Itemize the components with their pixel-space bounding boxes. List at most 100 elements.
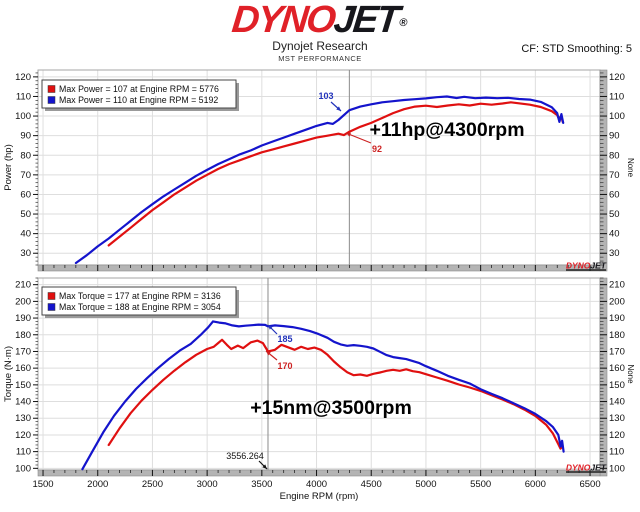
y-tick-label-right: 180 bbox=[609, 330, 625, 341]
x-tick-label: 4000 bbox=[306, 479, 327, 490]
x-tick-label: 6500 bbox=[579, 479, 600, 490]
x-tick-label: 2000 bbox=[87, 479, 108, 490]
y-tick-label-right: 30 bbox=[609, 248, 620, 259]
smoothing-setting: CF: STD Smoothing: 5 bbox=[521, 43, 632, 55]
y-tick-label-right: 190 bbox=[609, 313, 625, 324]
x-tick-label: 3000 bbox=[197, 479, 218, 490]
y-tick-label: 100 bbox=[15, 463, 31, 474]
legend-label: Max Power = 110 at Engine RPM = 5192 bbox=[59, 95, 218, 105]
x-tick-label: 3500 bbox=[251, 479, 272, 490]
y-tick-label: 150 bbox=[15, 380, 31, 391]
torque-legend-box[interactable] bbox=[41, 286, 237, 316]
research-title: Dynojet Research bbox=[272, 39, 368, 53]
y-tick-label-right: 50 bbox=[609, 209, 620, 220]
y-tick-label: 160 bbox=[15, 363, 31, 374]
annotation-callout: +15nm@3500rpm bbox=[250, 397, 412, 419]
blue-torque-curve bbox=[81, 320, 565, 471]
y-tick-label: 70 bbox=[20, 170, 31, 181]
y-tick-label-right: 100 bbox=[609, 111, 625, 122]
y-tick-label-right: 60 bbox=[609, 189, 620, 200]
y-tick-label: 190 bbox=[15, 313, 31, 324]
dynojet-watermark-logo: DYNOJET bbox=[566, 261, 607, 271]
x-tick-label: 4500 bbox=[361, 479, 382, 490]
y-tick-label-right: 200 bbox=[609, 296, 625, 307]
y-tick-label: 180 bbox=[15, 330, 31, 341]
y-tick-label: 50 bbox=[20, 209, 31, 220]
y-tick-label-right: 100 bbox=[609, 463, 625, 474]
y-tick-label: 130 bbox=[15, 413, 31, 424]
right-axis-band bbox=[599, 69, 608, 272]
y-tick-label-right: 210 bbox=[609, 280, 625, 291]
x-tick-label: 5000 bbox=[415, 479, 436, 490]
blue-power-curve bbox=[74, 95, 565, 265]
y-axis-title-right: None bbox=[626, 364, 635, 384]
annotation-arrow-head bbox=[346, 132, 351, 137]
y-tick-label-right: 90 bbox=[609, 131, 620, 142]
annotation-value: 92 bbox=[372, 144, 382, 154]
y-tick-label: 90 bbox=[20, 131, 31, 142]
x-tick-label: 5500 bbox=[470, 479, 491, 490]
y-tick-label: 30 bbox=[20, 248, 31, 259]
power-legend-box[interactable] bbox=[41, 79, 237, 109]
dynojet-logo: DYNOJET® bbox=[0, 0, 640, 41]
y-axis-title-right: None bbox=[626, 158, 635, 178]
y-tick-label: 110 bbox=[16, 91, 31, 102]
legend-swatch bbox=[47, 292, 56, 300]
y-tick-label: 60 bbox=[20, 189, 31, 200]
y-tick-label: 140 bbox=[15, 397, 31, 408]
y-axis-title: Torque (N·m) bbox=[3, 346, 14, 402]
annotation-value: 3556.264 bbox=[226, 451, 264, 461]
logo-jet-text: JET bbox=[331, 0, 400, 41]
legend-swatch bbox=[47, 96, 56, 104]
y-tick-label: 120 bbox=[15, 72, 31, 83]
y-tick-label-right: 130 bbox=[609, 413, 625, 424]
header: DYNOJET® Dynojet Research MST PERFORMANC… bbox=[0, 0, 640, 63]
y-tick-label-right: 150 bbox=[609, 380, 625, 391]
y-tick-label-right: 120 bbox=[609, 430, 625, 441]
annotation-value: 103 bbox=[318, 91, 333, 101]
y-tick-label-right: 160 bbox=[609, 363, 625, 374]
registered-mark: ® bbox=[398, 17, 409, 29]
x-tick-label: 2500 bbox=[142, 479, 163, 490]
red-torque-curve bbox=[107, 338, 564, 450]
operator-title: MST PERFORMANCE bbox=[278, 54, 362, 63]
right-axis-band bbox=[599, 277, 608, 477]
annotation-value: 170 bbox=[277, 361, 292, 371]
y-tick-label: 200 bbox=[15, 296, 31, 307]
annotation-value: 185 bbox=[277, 334, 292, 344]
annotation-arrow-head bbox=[336, 106, 341, 111]
red-power-curve bbox=[107, 101, 564, 247]
x-tick-label: 6000 bbox=[525, 479, 546, 490]
bottom-axis-band bbox=[37, 469, 601, 477]
legend-label: Max Torque = 177 at Engine RPM = 3136 bbox=[59, 291, 221, 301]
y-tick-label: 120 bbox=[15, 430, 31, 441]
annotation-arrow-head bbox=[262, 464, 267, 469]
annotation-arrow-head bbox=[268, 325, 273, 330]
y-tick-label: 80 bbox=[20, 150, 31, 161]
bottom-axis-band bbox=[37, 264, 601, 272]
dynojet-watermark-logo: DYNOJET bbox=[566, 463, 607, 473]
y-axis-title: Power (hp) bbox=[3, 144, 14, 190]
legend-label: Max Power = 107 at Engine RPM = 5776 bbox=[59, 84, 219, 94]
y-tick-label: 40 bbox=[20, 229, 31, 240]
y-tick-label: 170 bbox=[15, 346, 31, 357]
annotation-arrow-head bbox=[266, 351, 271, 356]
legend-swatch bbox=[47, 303, 56, 311]
y-tick-label-right: 170 bbox=[609, 346, 625, 357]
annotation-callout: +11hp@4300rpm bbox=[369, 119, 524, 141]
logo-dyno-text: DYNO bbox=[229, 0, 337, 41]
y-tick-label: 110 bbox=[16, 447, 31, 458]
legend-swatch bbox=[47, 85, 56, 93]
y-tick-label-right: 110 bbox=[609, 91, 624, 102]
y-tick-label-right: 70 bbox=[609, 170, 620, 181]
y-tick-label-right: 120 bbox=[609, 72, 625, 83]
y-tick-label: 100 bbox=[15, 111, 31, 122]
y-tick-label-right: 80 bbox=[609, 150, 620, 161]
y-tick-label-right: 110 bbox=[609, 447, 624, 458]
x-axis-title: Engine RPM (rpm) bbox=[280, 491, 359, 502]
y-tick-label: 210 bbox=[15, 280, 31, 291]
legend-label: Max Torque = 188 at Engine RPM = 3054 bbox=[59, 302, 221, 312]
y-tick-label-right: 40 bbox=[609, 229, 620, 240]
